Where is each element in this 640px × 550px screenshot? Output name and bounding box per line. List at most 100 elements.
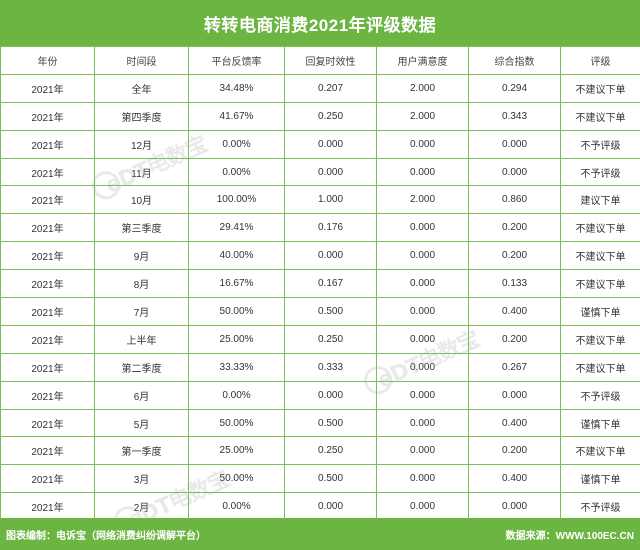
- cell-composite-index: 0.860: [468, 185, 561, 215]
- cell-year: 2021年: [0, 129, 95, 159]
- cell-period: 8月: [94, 269, 189, 299]
- cell-feedback-rate: 50.00%: [188, 297, 285, 326]
- cell-composite-index: 0.400: [468, 297, 561, 326]
- cell-composite-index: 0.400: [468, 464, 561, 494]
- cell-reply-timeliness: 0.500: [284, 408, 377, 438]
- cell-period: 第二季度: [94, 352, 189, 382]
- cell-period: 11月: [94, 157, 189, 187]
- cell-reply-timeliness: 0.176: [284, 213, 377, 243]
- cell-year: 2021年: [0, 213, 95, 243]
- table-row: 2021年 7月 50.00% 0.500 0.000 0.400 谨慎下单: [0, 297, 640, 326]
- cell-rating: 不予评级: [560, 129, 640, 159]
- cell-year: 2021年: [0, 157, 95, 187]
- cell-user-satisfaction: 0.000: [376, 324, 469, 354]
- cell-user-satisfaction: 0.000: [376, 129, 469, 159]
- cell-composite-index: 0.200: [468, 213, 561, 243]
- cell-year: 2021年: [0, 436, 95, 466]
- cell-user-satisfaction: 2.000: [376, 185, 469, 215]
- cell-feedback-rate: 25.00%: [188, 436, 285, 466]
- cell-year: 2021年: [0, 269, 95, 299]
- cell-reply-timeliness: 0.500: [284, 297, 377, 326]
- cell-feedback-rate: 16.67%: [188, 269, 285, 299]
- cell-rating: 谨慎下单: [560, 297, 640, 326]
- table-row: 2021年 9月 40.00% 0.000 0.000 0.200 不建议下单: [0, 241, 640, 271]
- cell-year: 2021年: [0, 352, 95, 382]
- header-rating: 评级: [560, 46, 640, 75]
- cell-year: 2021年: [0, 297, 95, 326]
- cell-rating: 不建议下单: [560, 73, 640, 103]
- cell-period: 10月: [94, 185, 189, 215]
- footer-credit: 图表编制：电诉宝（网络消费纠纷调解平台）: [6, 530, 206, 542]
- table-row: 2021年 11月 0.00% 0.000 0.000 0.000 不予评级: [0, 157, 640, 187]
- footer-source: 数据来源：WWW.100EC.CN: [505, 530, 634, 542]
- cell-period: 12月: [94, 129, 189, 159]
- header-feedback-rate: 平台反馈率: [188, 46, 285, 75]
- table-row: 2021年 上半年 25.00% 0.250 0.000 0.200 不建议下单: [0, 324, 640, 354]
- cell-rating: 不建议下单: [560, 436, 640, 466]
- cell-user-satisfaction: 0.000: [376, 297, 469, 326]
- cell-user-satisfaction: 0.000: [376, 436, 469, 466]
- table-row: 2021年 2月 0.00% 0.000 0.000 0.000 不予评级: [0, 492, 640, 522]
- cell-reply-timeliness: 0.000: [284, 129, 377, 159]
- table-row: 2021年 12月 0.00% 0.000 0.000 0.000 不予评级: [0, 129, 640, 159]
- cell-year: 2021年: [0, 464, 95, 494]
- cell-reply-timeliness: 0.500: [284, 464, 377, 494]
- cell-rating: 不建议下单: [560, 324, 640, 354]
- cell-feedback-rate: 0.00%: [188, 380, 285, 410]
- cell-year: 2021年: [0, 73, 95, 103]
- cell-rating: 不建议下单: [560, 213, 640, 243]
- cell-composite-index: 0.267: [468, 352, 561, 382]
- header-period: 时间段: [94, 46, 189, 75]
- cell-rating: 建议下单: [560, 185, 640, 215]
- cell-reply-timeliness: 0.000: [284, 380, 377, 410]
- cell-user-satisfaction: 0.000: [376, 352, 469, 382]
- cell-reply-timeliness: 0.250: [284, 436, 377, 466]
- report-title: 转转电商消费2021年评级数据: [0, 0, 640, 46]
- cell-feedback-rate: 40.00%: [188, 241, 285, 271]
- header-composite-index: 综合指数: [468, 46, 561, 75]
- cell-rating: 谨慎下单: [560, 408, 640, 438]
- cell-period: 3月: [94, 464, 189, 494]
- cell-feedback-rate: 0.00%: [188, 129, 285, 159]
- cell-reply-timeliness: 0.000: [284, 157, 377, 187]
- cell-year: 2021年: [0, 492, 95, 522]
- cell-feedback-rate: 29.41%: [188, 213, 285, 243]
- cell-period: 5月: [94, 408, 189, 438]
- cell-feedback-rate: 33.33%: [188, 352, 285, 382]
- header-year: 年份: [0, 46, 95, 75]
- cell-rating: 谨慎下单: [560, 464, 640, 494]
- cell-year: 2021年: [0, 324, 95, 354]
- cell-user-satisfaction: 0.000: [376, 408, 469, 438]
- cell-year: 2021年: [0, 380, 95, 410]
- cell-feedback-rate: 0.00%: [188, 157, 285, 187]
- cell-period: 第一季度: [94, 436, 189, 466]
- table-row: 2021年 全年 34.48% 0.207 2.000 0.294 不建议下单: [0, 73, 640, 103]
- cell-reply-timeliness: 0.250: [284, 101, 377, 131]
- cell-year: 2021年: [0, 101, 95, 131]
- cell-feedback-rate: 50.00%: [188, 464, 285, 494]
- cell-user-satisfaction: 0.000: [376, 213, 469, 243]
- table-header-row: 年份 时间段 平台反馈率 回复时效性 用户满意度 综合指数 评级: [0, 46, 640, 75]
- table-body: 2021年 全年 34.48% 0.207 2.000 0.294 不建议下单 2021年 第四…: [0, 73, 640, 522]
- cell-reply-timeliness: 0.333: [284, 352, 377, 382]
- cell-period: 6月: [94, 380, 189, 410]
- cell-reply-timeliness: 0.000: [284, 241, 377, 271]
- cell-composite-index: 0.000: [468, 157, 561, 187]
- cell-composite-index: 0.200: [468, 324, 561, 354]
- cell-rating: 不建议下单: [560, 269, 640, 299]
- cell-rating: 不予评级: [560, 157, 640, 187]
- footer-bar: 图表编制：电诉宝（网络消费纠纷调解平台） 数据来源：WWW.100EC.CN: [0, 518, 640, 550]
- cell-user-satisfaction: 0.000: [376, 464, 469, 494]
- cell-composite-index: 0.400: [468, 408, 561, 438]
- cell-user-satisfaction: 0.000: [376, 380, 469, 410]
- cell-user-satisfaction: 0.000: [376, 492, 469, 522]
- cell-period: 2月: [94, 492, 189, 522]
- cell-period: 第四季度: [94, 101, 189, 131]
- cell-period: 7月: [94, 297, 189, 326]
- cell-user-satisfaction: 2.000: [376, 73, 469, 103]
- cell-composite-index: 0.200: [468, 241, 561, 271]
- cell-composite-index: 0.000: [468, 492, 561, 522]
- table-row: 2021年 第四季度 41.67% 0.250 2.000 0.343 不建议下单: [0, 101, 640, 131]
- cell-period: 上半年: [94, 324, 189, 354]
- cell-feedback-rate: 100.00%: [188, 185, 285, 215]
